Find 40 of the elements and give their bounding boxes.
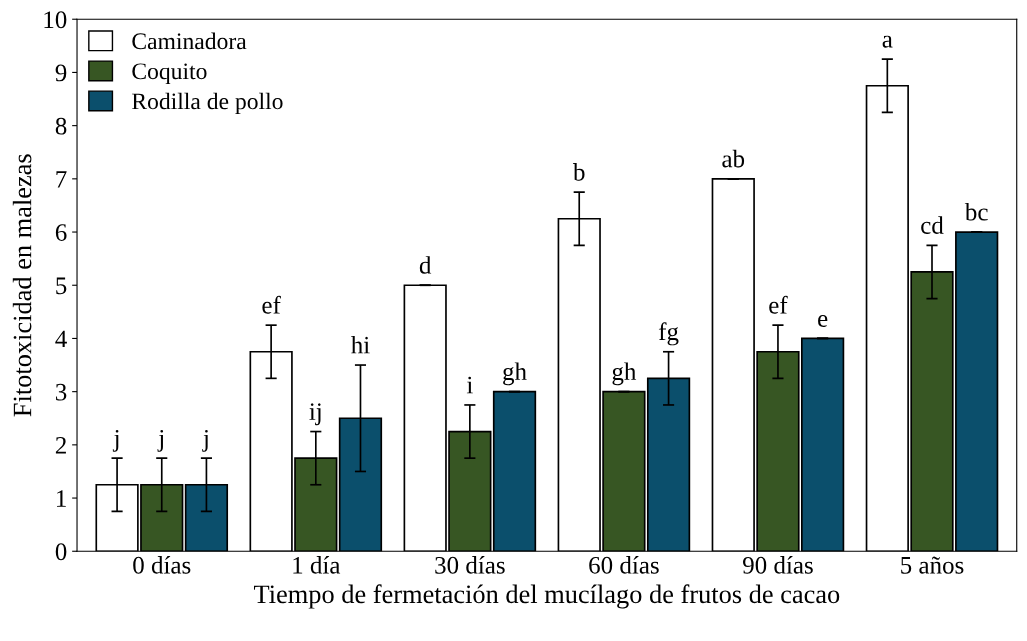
legend-label: Rodilla de pollo [132,92,283,115]
data-label: ij [309,403,321,426]
y-tick-label: 0 [55,543,67,561]
data-label: gh [503,362,527,386]
y-axis-title: Fitotoxicidad en malezas [12,154,32,417]
data-label: i [466,376,473,394]
x-tick-label: 30 días [435,556,505,574]
x-tick-label: 1 día [293,556,341,574]
data-label: b [572,163,585,181]
data-label: bc [964,202,988,221]
x-axis-title: Tiempo de fermetación del mucílago de frutos de cacao [254,584,840,609]
data-label: d [419,256,432,274]
y-tick-label: 6 [55,224,67,241]
x-tick-label: 90 días [743,556,813,574]
y-tick-label: 2 [55,436,66,454]
data-label: ef [262,295,281,314]
y-tick-label: 7 [56,171,67,188]
legend-label: Coquito [132,63,207,85]
data-label: fg [658,322,679,346]
data-label: ab [722,149,745,168]
y-tick-label: 1 [57,490,66,507]
data-label: e [818,314,828,327]
y-tick-label: 4 [55,330,67,348]
y-tick-label: 10 [44,11,67,29]
data-label: a [882,35,893,48]
data-label: gh [612,362,637,386]
y-tick-label: 3 [56,383,67,401]
legend-label: Caminadora [132,32,247,50]
data-label: j [112,429,119,452]
y-tick-label: 9 [55,64,67,82]
data-label: cd [921,216,944,234]
x-tick-label: 60 días [589,556,659,574]
x-tick-label: 5 años [901,556,964,574]
y-tick-label: 5 [56,277,67,295]
data-label: j [157,429,164,452]
data-label: ef [769,295,788,314]
y-tick-label: 8 [55,117,67,135]
data-label: j [202,429,208,452]
x-tick-label: 0 días [133,556,191,574]
data-label: hi [351,335,370,354]
